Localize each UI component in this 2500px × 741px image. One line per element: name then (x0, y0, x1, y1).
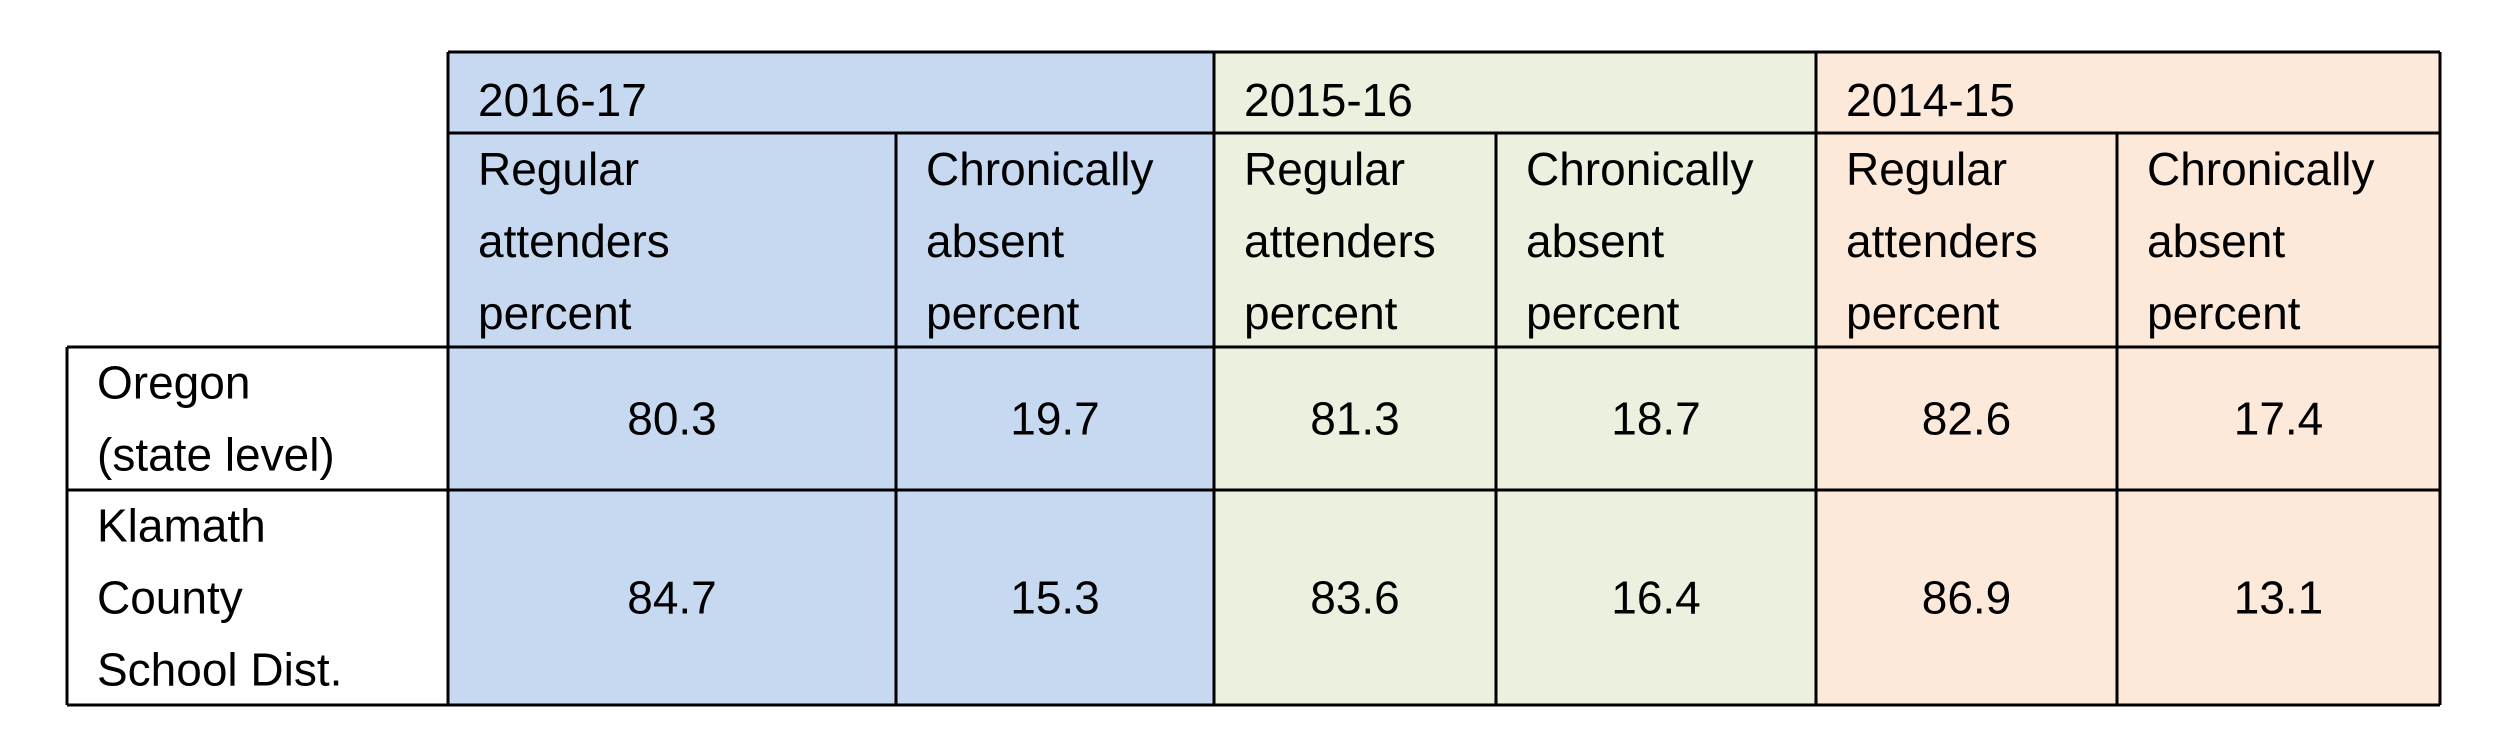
data-cell-value: 13.1 (2234, 572, 2324, 624)
column-header-label: Regular (1244, 143, 1405, 195)
period-label: 2014-15 (1846, 74, 2015, 126)
row-label: (state level) (97, 429, 335, 481)
column-header-label: Chronically (926, 143, 1154, 195)
column-header-label: Chronically (1526, 143, 1754, 195)
column-header-label: Chronically (2147, 143, 2375, 195)
data-cell-value: 16.4 (1611, 572, 1701, 624)
data-cell-value: 17.4 (2234, 393, 2324, 445)
column-header-label: percent (2147, 287, 2301, 339)
column-header-label: percent (1526, 287, 1680, 339)
column-header-label: attenders (1244, 215, 1436, 267)
row-label: County (97, 572, 243, 624)
data-cell-value: 83.6 (1310, 572, 1400, 624)
column-header-label: attenders (1846, 215, 2038, 267)
column-header-label: absent (1526, 215, 1664, 267)
column-header-label: percent (926, 287, 1080, 339)
period-background-2015-16 (1214, 52, 1816, 705)
period-background-2014-15 (1816, 52, 2440, 705)
data-cell-value: 86.9 (1922, 572, 2012, 624)
column-header-label: absent (926, 215, 1064, 267)
row-label: Klamath (97, 500, 266, 552)
column-header-label: attenders (478, 215, 670, 267)
data-cell-value: 82.6 (1922, 393, 2012, 445)
data-cell-value: 15.3 (1010, 572, 1100, 624)
data-cell-value: 80.3 (627, 393, 717, 445)
data-cell-value: 84.7 (627, 572, 717, 624)
period-label: 2015-16 (1244, 74, 1413, 126)
column-header-label: percent (1846, 287, 2000, 339)
column-header-label: Regular (1846, 143, 2007, 195)
data-cell-value: 81.3 (1310, 393, 1400, 445)
column-header-label: percent (1244, 287, 1398, 339)
period-background-2016-17 (448, 52, 1214, 705)
column-header-label: Regular (478, 143, 639, 195)
period-label: 2016-17 (478, 74, 647, 126)
row-label: School Dist. (97, 644, 342, 696)
column-header-label: percent (478, 287, 632, 339)
data-cell-value: 18.7 (1611, 393, 1701, 445)
data-cell-value: 19.7 (1010, 393, 1100, 445)
column-header-label: absent (2147, 215, 2285, 267)
row-label: Oregon (97, 357, 250, 409)
